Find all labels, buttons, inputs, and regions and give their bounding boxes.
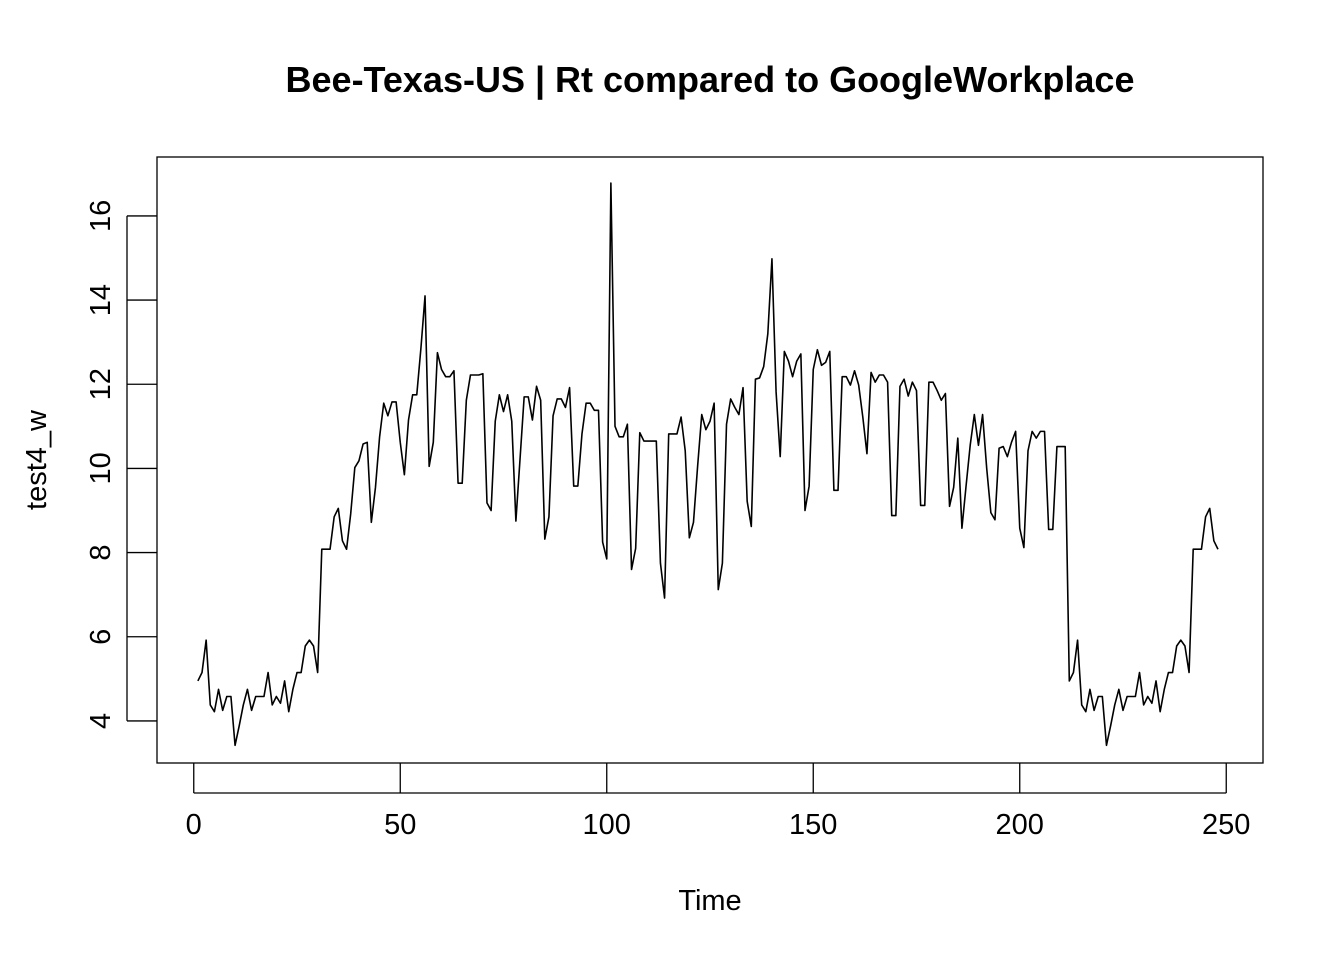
series-layer <box>197 182 1219 747</box>
y-tick-label: 10 <box>85 452 117 484</box>
plot-area-frame <box>156 156 1264 764</box>
x-tick-label: 100 <box>583 809 631 841</box>
chart-title: Bee-Texas-US | Rt compared to GoogleWork… <box>286 59 1135 101</box>
series-line <box>197 182 1219 747</box>
y-axis-label: test4_w <box>21 409 53 510</box>
x-axis: 0 50 100 150 200 250 <box>186 763 1250 841</box>
y-tick-label: 14 <box>85 284 117 316</box>
y-axis: 4 6 8 10 12 14 16 <box>85 200 157 729</box>
y-tick-label: 6 <box>85 629 117 645</box>
y-tick-label: 12 <box>85 368 117 400</box>
x-tick-label: 250 <box>1202 809 1250 841</box>
x-tick-label: 50 <box>384 809 416 841</box>
x-axis-label: Time <box>678 885 741 917</box>
x-tick-label: 200 <box>996 809 1044 841</box>
y-tick-label: 16 <box>85 200 117 232</box>
x-tick-label: 0 <box>186 809 202 841</box>
x-tick-label: 150 <box>789 809 837 841</box>
y-tick-label: 8 <box>85 545 117 561</box>
y-tick-label: 4 <box>85 713 117 729</box>
